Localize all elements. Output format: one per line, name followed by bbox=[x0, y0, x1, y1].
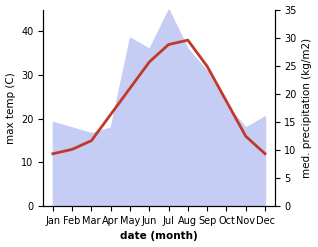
X-axis label: date (month): date (month) bbox=[120, 231, 198, 242]
Y-axis label: med. precipitation (kg/m2): med. precipitation (kg/m2) bbox=[302, 38, 313, 178]
Y-axis label: max temp (C): max temp (C) bbox=[5, 72, 16, 144]
